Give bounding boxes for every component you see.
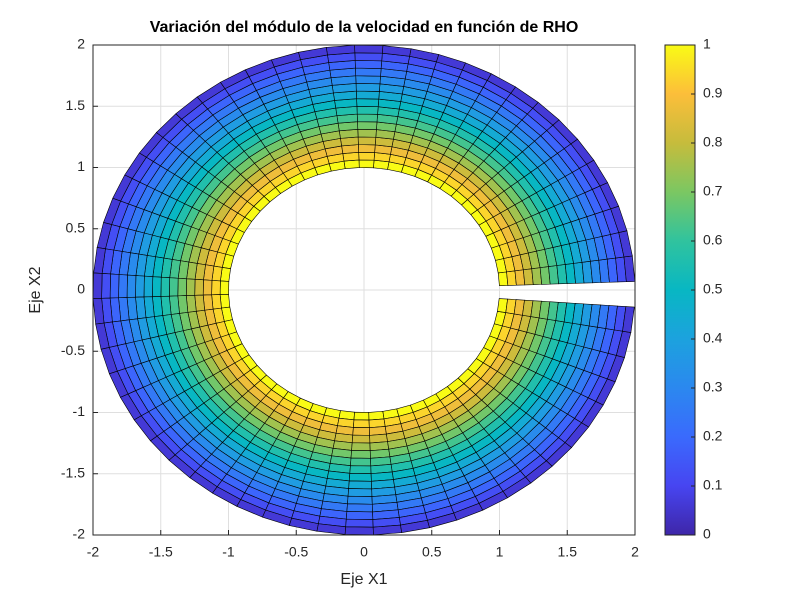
mesh-cell [356, 106, 379, 115]
mesh-cell [355, 83, 381, 92]
mesh-cell [185, 278, 196, 296]
mesh-cell [358, 159, 375, 169]
mesh-cell [497, 271, 509, 287]
mesh-cell [353, 419, 370, 429]
mesh-cell [348, 472, 372, 482]
mesh-cell [351, 434, 371, 444]
y-tick-label: -1 [73, 403, 86, 419]
y-tick-label: 2 [77, 36, 85, 52]
y-tick-label: -1.5 [61, 464, 85, 480]
mesh-cell [354, 44, 384, 54]
mesh-cell [143, 275, 154, 298]
mesh-cell [354, 52, 383, 62]
mesh-cell [347, 488, 373, 497]
colorbar-tick-label: 0.3 [703, 379, 723, 395]
mesh-cell [622, 306, 635, 333]
y-tick-label: 0.5 [66, 219, 86, 235]
mesh-cell [358, 151, 375, 161]
colorbar [664, 44, 696, 536]
mesh-cell [152, 276, 162, 297]
mesh-cell [356, 90, 380, 100]
y-tick-label: -0.5 [61, 342, 85, 358]
mesh-cell [169, 277, 179, 297]
mesh-cell [358, 144, 376, 153]
mesh-cell [202, 279, 213, 296]
x-tick-label: -1 [222, 544, 235, 560]
colorbar-tick-label: 0.2 [703, 428, 723, 444]
x-axis-label: Eje X1 [340, 571, 387, 588]
y-tick-label: 0 [77, 281, 85, 297]
x-tick-label: 1.5 [558, 544, 578, 560]
y-axis-label: Eje X2 [27, 266, 44, 313]
colorbar-tick-label: 0.5 [703, 281, 723, 297]
mesh-cell [350, 457, 372, 467]
colorbar-tick-label: 0.9 [703, 85, 723, 101]
mesh-cell [368, 410, 385, 421]
mesh-cell [194, 278, 204, 296]
mesh-cell [177, 277, 187, 297]
mesh-cell [351, 442, 371, 451]
mesh-cell [126, 274, 137, 298]
colorbar-tick-label: 0.1 [703, 477, 723, 493]
x-tick-label: 0 [360, 544, 368, 560]
mesh [92, 44, 636, 536]
mesh-cell [357, 129, 377, 138]
axes-box [92, 44, 636, 536]
mesh-cell [92, 272, 103, 299]
x-tick-label: 0.5 [422, 544, 442, 560]
mesh-cell [219, 293, 231, 309]
x-tick-label: -2 [87, 544, 100, 560]
mesh-cell [353, 411, 370, 421]
mesh-cell [356, 98, 380, 108]
mesh-cell [352, 427, 370, 436]
mesh-cell [348, 480, 372, 490]
mesh-cell [350, 450, 371, 459]
colorbar-tick-label: 0.8 [703, 134, 723, 150]
x-tick-label: -0.5 [284, 544, 308, 560]
mesh-cell [101, 273, 111, 299]
mesh-cell [343, 159, 360, 170]
chart-title: Variación del módulo de la velocidad en … [150, 19, 579, 36]
mesh-cell [357, 121, 378, 130]
mesh-cell [355, 75, 381, 85]
y-tick-label: 1.5 [66, 97, 86, 113]
mesh-cell [109, 273, 120, 299]
mesh-cell [135, 275, 145, 298]
mesh-cell [347, 495, 373, 505]
mesh-cell [345, 511, 374, 520]
y-tick-label: 1 [77, 158, 85, 174]
mesh-cell [344, 526, 374, 536]
colorbar-tick-label: 0.4 [703, 330, 723, 346]
mesh-cell [354, 60, 383, 69]
mesh-cell [346, 503, 373, 513]
mesh-cell [160, 276, 170, 297]
mesh-cell [349, 465, 372, 474]
x-tick-label: 1 [496, 544, 504, 560]
mesh-cell [118, 274, 128, 299]
colorbar-tick-label: 0.7 [703, 183, 723, 199]
mesh-cell [357, 136, 377, 146]
x-tick-label: 2 [631, 544, 639, 560]
mesh-cell [356, 113, 378, 123]
colorbar-tick-label: 0 [703, 526, 711, 542]
mesh-cell [211, 280, 221, 296]
mesh-cell [219, 280, 230, 295]
y-tick-label: -2 [73, 526, 86, 542]
colorbar-tick-label: 1 [703, 36, 711, 52]
colorbar-tick-label: 0.6 [703, 232, 723, 248]
mesh-cell [355, 67, 382, 77]
x-tick-label: -1.5 [149, 544, 173, 560]
mesh-cell [345, 518, 374, 528]
